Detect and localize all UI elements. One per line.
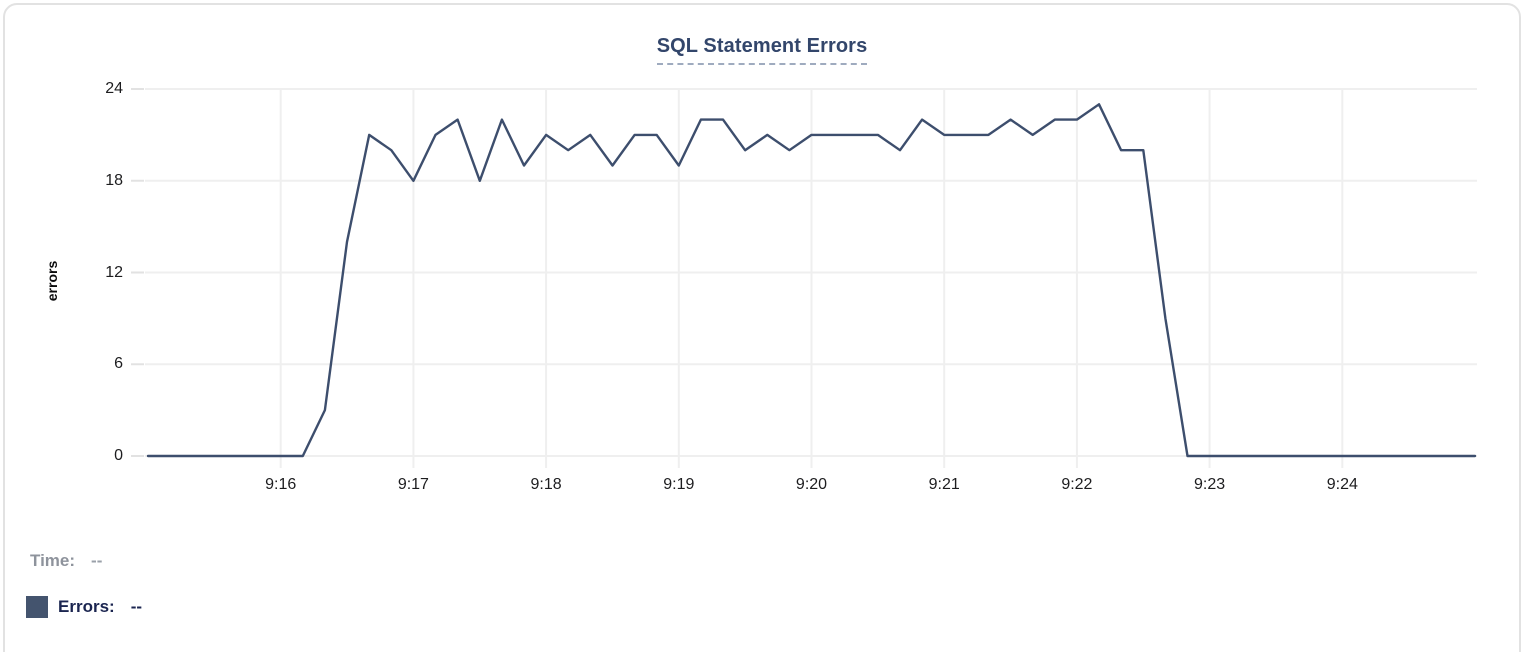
x-tick-label: 9:18 bbox=[530, 476, 562, 493]
y-tick-label: 18 bbox=[105, 171, 123, 189]
x-tick-label: 9:19 bbox=[663, 476, 695, 493]
x-tick-label: 9:20 bbox=[795, 476, 828, 493]
y-tick-label: 24 bbox=[105, 80, 123, 97]
errors-series-line bbox=[146, 103, 1477, 458]
x-tick-label: 9:16 bbox=[265, 476, 297, 493]
x-tick-label: 9:21 bbox=[928, 476, 960, 493]
time-value: -- bbox=[91, 551, 103, 570]
chart-card: SQL Statement Errors errors 24 18 12 6 0 9:16… bbox=[3, 3, 1521, 652]
chart-title[interactable]: SQL Statement Errors bbox=[656, 35, 868, 65]
y-tick-label: 12 bbox=[105, 263, 123, 281]
errors-series-swatch bbox=[26, 596, 48, 618]
hover-readout-time: Time: -- bbox=[30, 551, 102, 571]
chart-plot-area[interactable] bbox=[5, 5, 1528, 525]
x-tick-label: 9:17 bbox=[397, 476, 429, 493]
legend-errors: Errors: -- bbox=[26, 596, 142, 618]
x-tick-label: 9:24 bbox=[1326, 476, 1358, 493]
time-label: Time: bbox=[30, 551, 76, 570]
y-tick-label: 0 bbox=[114, 447, 123, 464]
x-tick-label: 9:22 bbox=[1061, 476, 1093, 493]
x-tick-label: 9:23 bbox=[1194, 476, 1226, 493]
errors-value: -- bbox=[130, 597, 143, 616]
chart-header: SQL Statement Errors bbox=[5, 35, 1519, 65]
errors-label: Errors: bbox=[58, 597, 115, 616]
y-axis-title: errors bbox=[44, 260, 60, 302]
y-tick-label: 6 bbox=[114, 355, 123, 373]
